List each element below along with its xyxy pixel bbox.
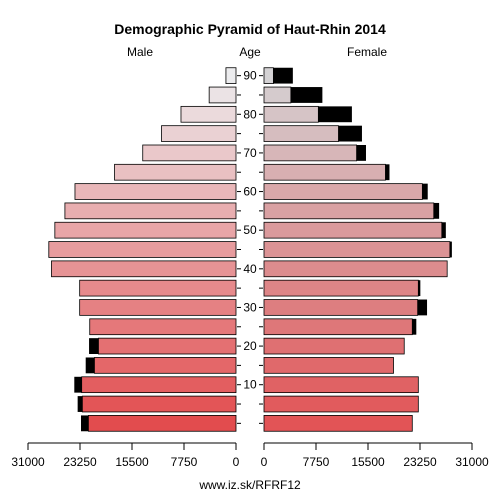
female-bar-75-79 [263, 125, 339, 142]
male-surplus-bar-10-14 [74, 376, 82, 393]
source-caption: www.iz.sk/RFRF12 [198, 478, 301, 492]
male-bar-85-89 [208, 86, 237, 104]
male-bar-75-79 [161, 125, 237, 142]
x-tick-label-left: 7750 [171, 455, 198, 469]
axes-group: 31000 23250 15500 7750 0 0 7750 15500 23250 31000… [11, 69, 489, 469]
female-surplus-bar-55-59 [433, 202, 440, 219]
male-surplus-bar-20-24 [89, 338, 99, 354]
female-surplus-bar-35-39 [418, 280, 421, 297]
female-surplus-bar-65-69 [385, 164, 390, 181]
male-bar-20-24 [98, 337, 237, 355]
female-bar-50-54 [263, 221, 443, 239]
male-bar-70-74 [142, 144, 237, 162]
male-bar-10-14 [81, 376, 237, 394]
female-bar-90+ [263, 67, 274, 84]
x-tick-label-right: 0 [261, 455, 268, 469]
female-label: Female [347, 45, 387, 59]
female-bar-0-4 [263, 415, 413, 432]
male-bar-5-9 [81, 395, 237, 413]
male-bar-55-59 [64, 202, 237, 220]
age-tick-label: 70 [243, 146, 257, 160]
male-bar-25-29 [89, 318, 237, 336]
age-tick-label: 90 [243, 69, 257, 83]
female-bar-80-84 [263, 105, 319, 123]
x-tick-label-right: 31000 [455, 455, 489, 469]
female-surplus-bar-80-84 [318, 106, 352, 123]
female-surplus-bar-85-89 [290, 87, 323, 103]
female-bar-45-49 [263, 241, 451, 258]
age-tick-label: 10 [243, 378, 257, 392]
male-surplus-bar-0-4 [81, 415, 89, 432]
x-tick-label-right: 15500 [351, 455, 385, 469]
male-bar-15-19 [94, 357, 237, 374]
x-tick-label-left: 15500 [115, 455, 149, 469]
age-tick-label: 60 [243, 185, 257, 199]
x-tick-label-right: 7750 [303, 455, 330, 469]
female-bar-65-69 [263, 163, 386, 181]
female-bar-40-44 [263, 260, 448, 278]
x-tick-label-left: 0 [233, 455, 240, 469]
female-bar-55-59 [263, 202, 435, 220]
male-bar-0-4 [87, 415, 237, 432]
male-bar-80-84 [180, 105, 237, 123]
female-bar-5-9 [263, 395, 419, 413]
x-tick-label-left: 31000 [11, 455, 45, 469]
female-surplus-bar-75-79 [338, 125, 362, 142]
female-surplus-bar-25-29 [412, 318, 417, 335]
female-surplus-bar-45-49 [449, 241, 452, 258]
male-label: Male [127, 45, 153, 59]
age-tick-label: 30 [243, 300, 257, 314]
female-bar-30-34 [263, 299, 419, 316]
female-surplus-bar-30-34 [417, 299, 428, 316]
male-bar-40-44 [51, 260, 237, 278]
male-bar-60-64 [74, 183, 237, 200]
female-bar-10-14 [263, 376, 419, 394]
male-surplus-bar-5-9 [77, 396, 83, 412]
male-bar-90+ [225, 67, 237, 84]
female-bar-20-24 [263, 337, 405, 355]
female-surplus-bar-60-64 [422, 183, 428, 200]
female-bar-15-19 [263, 357, 394, 374]
chart-title: Demographic Pyramid of Haut-Rhin 2014 [114, 21, 386, 37]
age-tick-label: 50 [243, 223, 257, 237]
female-bar-25-29 [263, 318, 413, 336]
male-bar-35-39 [79, 279, 237, 297]
female-bar-85-89 [263, 86, 292, 104]
male-surplus-bar-15-19 [85, 357, 95, 374]
male-bar-45-49 [48, 241, 237, 258]
male-bar-65-69 [114, 163, 237, 181]
female-surplus-bar-90+ [273, 67, 293, 84]
x-tick-label-right: 23250 [403, 455, 437, 469]
age-tick-label: 40 [243, 262, 257, 276]
female-bar-60-64 [263, 183, 423, 200]
male-bar-30-34 [79, 299, 237, 316]
female-surplus-bar-50-54 [441, 222, 446, 239]
female-surplus-bar-70-74 [356, 145, 366, 161]
age-tick-label: 20 [243, 339, 257, 353]
age-label: Age [239, 45, 261, 59]
female-bar-70-74 [263, 144, 357, 162]
male-bar-50-54 [54, 221, 237, 239]
age-tick-label: 80 [243, 107, 257, 121]
x-tick-label-left: 23250 [63, 455, 97, 469]
bars-group [48, 67, 452, 432]
female-bar-35-39 [263, 279, 419, 297]
